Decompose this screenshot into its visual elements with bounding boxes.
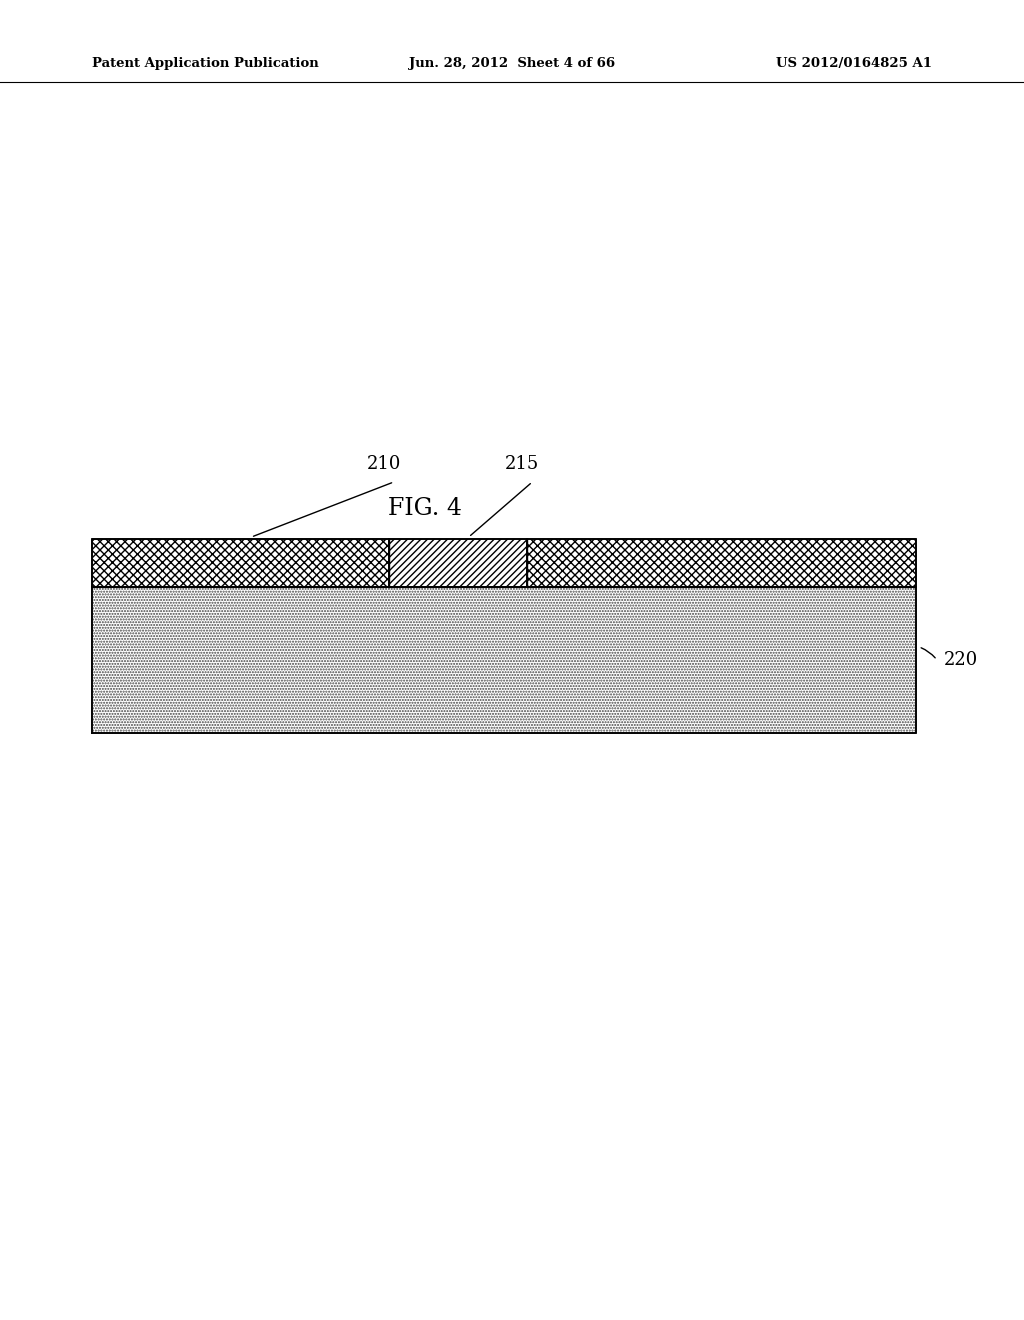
Bar	[527, 539, 916, 587]
Bar	[92, 539, 389, 587]
Bar	[92, 587, 916, 733]
Text: US 2012/0164825 A1: US 2012/0164825 A1	[776, 57, 932, 70]
Text: 220: 220	[944, 651, 978, 669]
Text: 215: 215	[505, 454, 540, 473]
Bar	[389, 539, 527, 587]
Text: FIG. 4: FIG. 4	[388, 496, 462, 520]
Text: Jun. 28, 2012  Sheet 4 of 66: Jun. 28, 2012 Sheet 4 of 66	[409, 57, 615, 70]
Text: Patent Application Publication: Patent Application Publication	[92, 57, 318, 70]
Text: 210: 210	[367, 454, 401, 473]
Bar	[92, 587, 916, 733]
